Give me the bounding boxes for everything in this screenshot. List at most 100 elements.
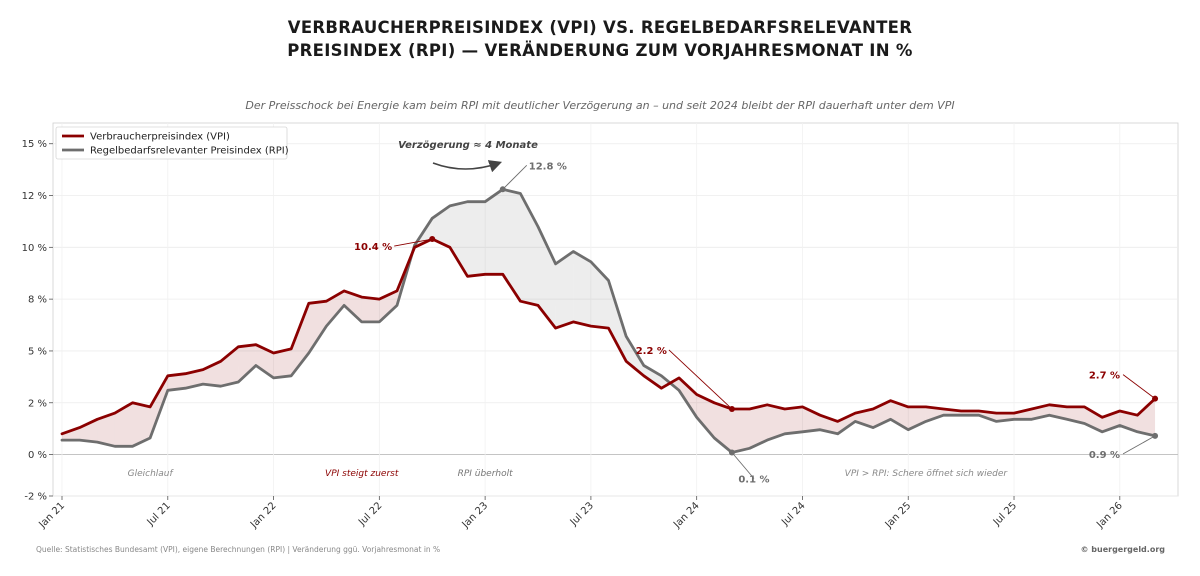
annotation-label: 12.8 % (529, 161, 567, 172)
y-tick-label: 10 % (22, 243, 47, 254)
fill-segment (379, 290, 397, 322)
vpi-line (60, 237, 1157, 436)
x-tick-label: Jul 24 (779, 500, 807, 528)
credit: © buergergeld.org (1080, 545, 1165, 554)
x-tick-label: Jul 23 (568, 500, 596, 528)
y-tick-label: 12 % (22, 191, 47, 202)
fill-between (62, 189, 1156, 453)
fill-segment (573, 251, 591, 327)
fill-segment (185, 369, 204, 389)
fill-segment (132, 402, 151, 447)
legend-label: Verbraucherpreisindex (VPI) (90, 132, 230, 143)
x-tick-label: Jul 25 (991, 500, 1019, 528)
chart-title: VERBRAUCHERPREISINDEX (VPI) VS. REGELBED… (0, 16, 1200, 62)
annotations: 10.4 % 12.8 % 2.2 % 0.1 % 2.7 % 0.9 % Verzöger… (354, 140, 1159, 485)
fill-segment (696, 394, 715, 438)
fill-segment (273, 348, 292, 378)
fill-segment (890, 400, 909, 430)
fill-segment (643, 365, 662, 389)
fill-segment (520, 193, 539, 306)
chart-subtitle: Der Preisschock bei Energie kam beim RPI… (245, 99, 955, 112)
phase-label: VPI steigt zuerst (325, 469, 399, 479)
annotation-label: 2.7 % (1089, 371, 1120, 382)
fill-segment (502, 189, 521, 302)
annotation-point (499, 186, 506, 193)
y-axis: -2 % 0 % 2 % 5 % 8 % 10 % 12 % 15 % (22, 139, 53, 503)
x-tick-label: Jan 24 (671, 500, 702, 531)
y-tick-label: -2 % (24, 492, 47, 503)
annotation-leader (668, 349, 733, 410)
fill-segment (767, 404, 785, 441)
fill-segment (167, 373, 186, 391)
annotation-label: 0.9 % (1089, 450, 1120, 461)
chart-title-line-1: VERBRAUCHERPREISINDEX (VPI) VS. REGELBED… (287, 18, 913, 37)
phase-labels: Gleichlauf VPI steigt zuerst RPI überholt V… (128, 469, 1009, 479)
x-tick-label: Jan 26 (1094, 500, 1125, 531)
fill-segment (62, 427, 80, 441)
fill-segment (308, 301, 327, 354)
annotation-leader (731, 452, 755, 479)
fill-segment (449, 201, 468, 277)
fill-segment (590, 261, 609, 329)
fill-segment (467, 201, 486, 277)
fill-segment (238, 344, 256, 383)
fill-segment (344, 290, 362, 322)
fill-segment (784, 406, 803, 434)
x-tick-label: Jan 22 (248, 500, 279, 531)
delay-label: Verzögerung ≈ 4 Monate (398, 140, 538, 151)
rpi-line (60, 187, 1157, 454)
fill-segment (1137, 398, 1156, 436)
x-tick-label: Jul 21 (145, 500, 173, 528)
fill-segment (608, 280, 627, 362)
fill-segment (97, 413, 115, 447)
legend-label: Regelbedarfsrelevanter Preisindex (RPI) (90, 146, 289, 157)
fill-segment (203, 361, 221, 387)
legend: Verbraucherpreisindex (VPI) Regelbedarfsr… (55, 126, 289, 160)
y-tick-label: 2 % (28, 398, 47, 409)
fill-segment (925, 406, 944, 422)
annotation-point (728, 405, 735, 412)
source-note: Quelle: Statistisches Bundesamt (VPI), e… (36, 545, 441, 554)
y-tick-label: 8 % (28, 295, 47, 306)
annotation-point (1152, 432, 1159, 439)
fill-segment (908, 406, 926, 430)
annotation-point (1152, 395, 1159, 402)
fill-segment (731, 408, 750, 453)
y-tick-label: 15 % (22, 139, 47, 150)
fill-segment (220, 346, 239, 387)
annotation-point (728, 449, 735, 456)
x-tick-label: Jul 22 (356, 500, 384, 528)
fill-segment (749, 404, 768, 449)
x-axis: Jan 21 Jul 21 Jan 22 Jul 22 Jan 23 Jul 23 Jan … (36, 496, 1125, 531)
fill-segment (538, 226, 556, 329)
annotation-point (429, 236, 436, 243)
fill-segment (837, 413, 856, 434)
phase-label: VPI > RPI: Schere öffnet sich wieder (845, 469, 1009, 479)
fill-segment (820, 415, 838, 434)
phase-label: RPI überholt (458, 469, 514, 479)
x-tick-label: Jan 23 (460, 500, 491, 531)
x-tick-label: Jan 21 (36, 500, 67, 531)
chart-title-line-2: PREISINDEX (RPI) — VERÄNDERUNG ZUM VORJA… (287, 41, 913, 60)
delay-arrow (432, 160, 503, 173)
fill-segment (485, 189, 503, 275)
phase-label: Gleichlauf (128, 469, 175, 479)
annotation-leader (394, 238, 433, 247)
annotation-leader (1122, 435, 1156, 455)
fill-segment (679, 377, 697, 418)
y-tick-label: 0 % (28, 450, 47, 461)
fill-segment (555, 251, 574, 329)
fill-segment (361, 297, 380, 322)
x-tick-label: Jan 25 (883, 500, 914, 531)
annotation-label: 10.4 % (354, 242, 392, 253)
fill-segment (255, 344, 274, 378)
annotation-leader (502, 164, 528, 190)
annotation-leader (1122, 374, 1156, 399)
fill-segment (79, 419, 98, 443)
legend-box (55, 126, 288, 160)
annotation-label: 0.1 % (738, 474, 769, 485)
fill-segment (855, 408, 873, 428)
annotation-label: 2.2 % (636, 346, 667, 357)
fill-segment (1014, 408, 1032, 420)
